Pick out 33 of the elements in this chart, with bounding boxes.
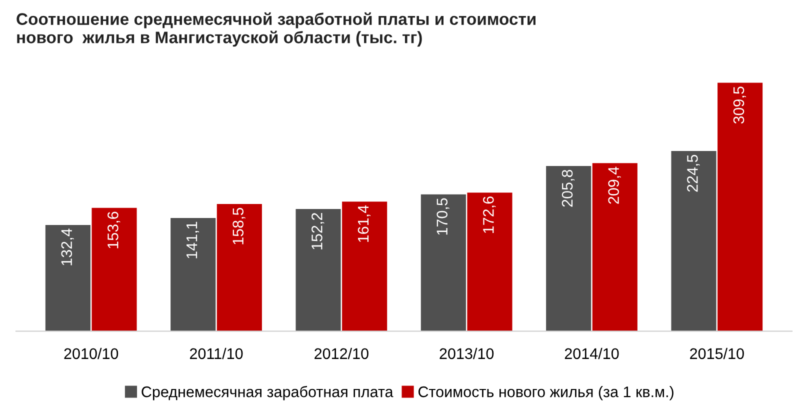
bar: [546, 166, 592, 332]
bar: [45, 224, 90, 332]
bar: [671, 151, 716, 332]
data-label: 309,5: [733, 86, 746, 124]
chart-title: Соотношение среднемесячной заработной платы и стоимости нового жилья в Мангистауской области (тыс. тг): [16, 12, 536, 47]
bar: [342, 202, 388, 332]
bar: [296, 209, 341, 332]
bar: [92, 208, 137, 332]
x-tick-label: 2011/10: [190, 348, 243, 360]
x-tick-label: 2013/10: [440, 348, 494, 360]
x-tick-label: 2012/10: [314, 348, 368, 360]
data-label: 152,2: [312, 213, 324, 250]
data-label: 224,5: [687, 154, 700, 192]
legend-label: Среднемесячная заработная плата: [142, 386, 394, 400]
data-label: 158,5: [232, 208, 246, 244]
bar: [467, 192, 512, 332]
data-label: 172,6: [483, 196, 496, 233]
x-tick-label: 2015/10: [690, 348, 744, 360]
bar: [170, 218, 216, 332]
data-label: 132,4: [61, 228, 74, 266]
bar: [420, 194, 466, 332]
x-tick-label: 2010/10: [64, 348, 118, 360]
data-label: 153,6: [108, 212, 120, 248]
data-label: 170,5: [436, 198, 450, 235]
data-label: 205,8: [562, 170, 574, 207]
bar: [592, 163, 638, 332]
x-tick-label: 2014/10: [564, 348, 619, 360]
data-label: 141,1: [186, 222, 200, 258]
bar: [216, 204, 262, 332]
bar: [718, 82, 763, 332]
data-label: 161,4: [358, 205, 370, 242]
data-label: 209,4: [608, 166, 621, 204]
legend-label: Стоимость нового жилья (за 1 кв.м.): [418, 386, 674, 400]
